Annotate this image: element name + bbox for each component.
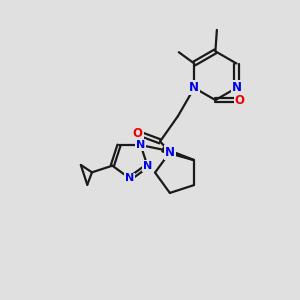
Text: N: N	[136, 140, 145, 150]
Text: N: N	[125, 173, 134, 183]
Text: N: N	[165, 146, 175, 159]
Text: N: N	[143, 161, 152, 171]
Polygon shape	[162, 148, 194, 160]
Text: O: O	[133, 127, 143, 140]
Text: N: N	[189, 81, 199, 94]
Text: N: N	[232, 81, 242, 94]
Text: O: O	[235, 94, 245, 106]
